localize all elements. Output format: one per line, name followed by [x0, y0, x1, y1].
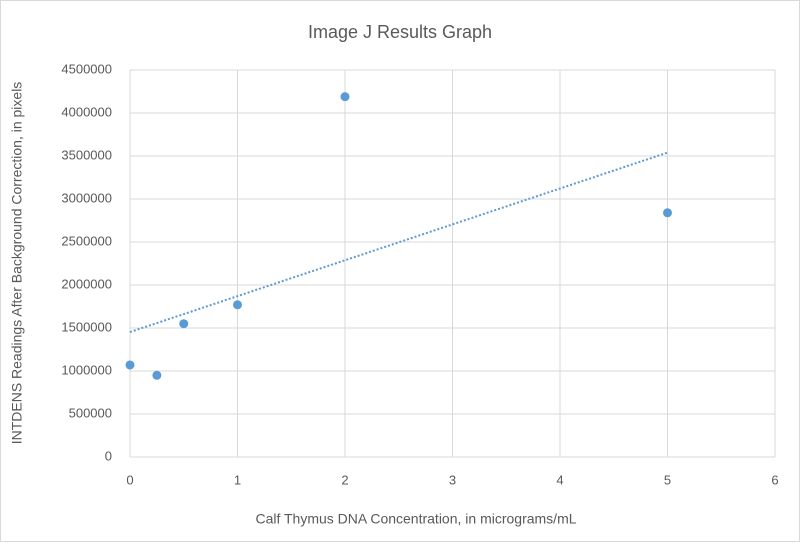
chart-title: Image J Results Graph	[308, 22, 492, 42]
y-tick-label: 2000000	[61, 276, 112, 291]
data-point	[152, 370, 162, 380]
y-tick-label: 4500000	[61, 61, 112, 76]
x-tick-label: 6	[771, 472, 778, 487]
x-tick-label: 0	[126, 472, 133, 487]
y-tick-label: 0	[105, 448, 112, 463]
data-point	[125, 360, 135, 370]
x-tick-label: 5	[664, 472, 671, 487]
y-tick-label: 4000000	[61, 104, 112, 119]
x-tick-label: 1	[234, 472, 241, 487]
data-point	[340, 92, 350, 102]
y-axis-label: INTDENS Readings After Background Correc…	[9, 82, 25, 445]
data-point	[179, 319, 189, 329]
x-tick-label: 3	[449, 472, 456, 487]
y-tick-label: 500000	[69, 405, 112, 420]
y-tick-label: 3000000	[61, 190, 112, 205]
y-tick-label: 3500000	[61, 147, 112, 162]
data-point	[233, 300, 242, 310]
x-axis-label: Calf Thymus DNA Concentration, in microg…	[255, 511, 576, 527]
data-point	[663, 208, 672, 218]
y-tick-label: 2500000	[61, 233, 112, 248]
y-tick-label: 1500000	[61, 319, 112, 334]
trendline	[129, 151, 668, 333]
x-tick-label: 2	[341, 472, 348, 487]
y-tick-label: 1000000	[61, 362, 112, 377]
x-tick-label: 4	[556, 472, 563, 487]
